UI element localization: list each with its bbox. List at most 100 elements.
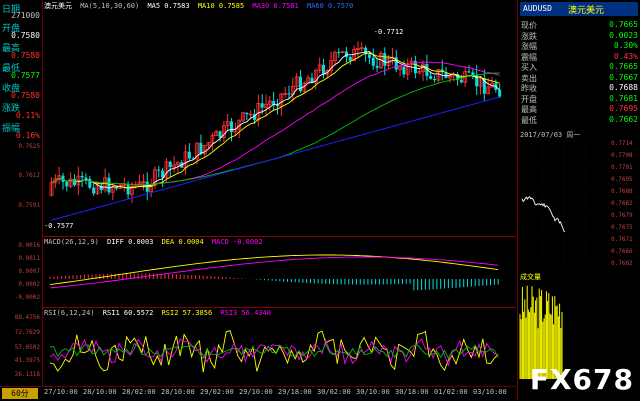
quote-row-label: 最低 <box>521 115 537 125</box>
candle-body <box>57 175 62 179</box>
mini-tick: 0.7682 <box>611 200 633 207</box>
mini-tick: 0.7714 <box>611 140 633 147</box>
diff-line <box>49 254 499 286</box>
candlestick-chart[interactable]: -0.7712 -0.7577 <box>42 10 516 236</box>
x-tick-label: 01/02:00 <box>434 388 468 396</box>
quote-row: 涨幅 0.30% <box>521 41 638 52</box>
low-marker: -0.7577 <box>44 222 74 230</box>
period-label: 日期 <box>2 5 21 15</box>
rsi1-line <box>49 330 499 373</box>
rsi1-readout: RSI1 60.5572 <box>102 309 154 317</box>
x-tick-label: 29/02:00 <box>200 388 234 396</box>
mini-tick: 0.7679 <box>611 212 633 219</box>
quote-row-value: 0.7681 <box>609 93 638 103</box>
quote-row-label: 开盘 <box>521 94 537 104</box>
intraday-minichart[interactable]: 0.7714 0.7708 0.7701 0.7695 0.7688 0.7682 0.76… <box>518 139 640 269</box>
candle-body <box>202 144 207 155</box>
close-value: 0.7580 <box>11 91 40 100</box>
quote-row-label: 震幅 <box>521 52 537 62</box>
ma10-line <box>51 52 500 189</box>
candle-body <box>276 105 279 107</box>
rsi-label: RSI(6,12,24) <box>44 309 95 317</box>
diff-readout: DIFF 0.0003 <box>107 238 154 246</box>
rsi-tick-2: 57.0502 <box>14 344 40 351</box>
quote-row: 最低 0.7662 <box>521 115 638 126</box>
candle-body <box>413 61 417 74</box>
open-label: 开盘 <box>2 24 21 34</box>
date-value: 271000 <box>11 11 40 20</box>
rsi3-readout: RSI3 56.4340 <box>220 309 271 317</box>
macd-tick-1: 0.0011 <box>18 255 40 262</box>
candle-body <box>49 182 54 196</box>
ma60-readout: MA60 0.7570 <box>306 2 354 10</box>
quote-row-value: 0.43% <box>613 51 638 61</box>
amplitude-value: 0.16% <box>15 131 40 140</box>
rsi-header: RSI(6,12,24) RSI1 60.5572 RSI2 57.3856 R… <box>44 309 271 317</box>
candle-body <box>141 181 146 184</box>
ma-long-line <box>51 96 500 221</box>
candle-body <box>359 47 364 50</box>
rsi-chart[interactable] <box>42 317 516 385</box>
candle-body <box>225 121 230 127</box>
divider <box>42 236 516 237</box>
candle-body <box>444 72 448 78</box>
candle-body <box>195 142 199 160</box>
quote-row-value: 0.7695 <box>609 104 638 113</box>
candle-body <box>218 131 222 138</box>
candle-body <box>313 69 318 84</box>
symbol-header: AUDUSD 澳元美元 <box>520 2 638 16</box>
candle-body <box>187 151 191 159</box>
x-tick-label: 28/10:00 <box>83 388 117 396</box>
quote-row: 昨收 0.7688 <box>521 83 638 94</box>
quote-row: 开盘 0.7681 <box>521 94 638 105</box>
candle-body <box>329 60 334 72</box>
candle-body <box>467 71 471 73</box>
x-tick-label: 03/10:00 <box>473 388 507 396</box>
candle-body <box>325 70 330 75</box>
quote-row-label: 卖出 <box>521 73 537 83</box>
candle-body <box>356 48 360 50</box>
mini-tick: 0.7701 <box>611 164 633 171</box>
x-tick-label: 30/02:00 <box>317 388 351 396</box>
x-tick-label: 28/10:00 <box>161 388 195 396</box>
low-value: 0.7577 <box>11 71 40 80</box>
low-label: 最低 <box>2 64 21 74</box>
macd-chart[interactable] <box>42 246 516 306</box>
candle-body <box>115 187 119 189</box>
mini-tick: 0.7662 <box>611 260 633 267</box>
macd-tick-3: 0.0002 <box>18 281 40 288</box>
quote-row-label: 昨收 <box>521 84 537 93</box>
candle-body <box>475 74 479 87</box>
mini-tick: 0.7695 <box>611 176 633 183</box>
candle-body <box>456 74 460 80</box>
candle-body <box>394 57 398 70</box>
candle-body <box>80 176 84 178</box>
mini-tick: 0.7708 <box>611 152 633 159</box>
candle-body <box>433 78 437 81</box>
candle-body <box>348 56 352 61</box>
quote-row-value: 0.7665 <box>609 20 638 29</box>
rsi2-readout: RSI2 57.3856 <box>161 309 213 317</box>
rsi-tick-3: 41.3975 <box>14 357 40 364</box>
candle-body <box>153 169 157 186</box>
x-tick-label: 29/10:00 <box>239 388 273 396</box>
quote-row-value: 0.7665 <box>609 62 638 71</box>
dea-readout: DEA 0.0004 <box>161 238 204 246</box>
candle-body <box>221 125 226 138</box>
fx678-watermark: FX678 <box>529 363 634 396</box>
candle-body <box>95 185 100 194</box>
candle-body <box>92 187 96 194</box>
candle-body <box>84 177 88 179</box>
macd-label: MACD(26,12,9) <box>44 238 99 246</box>
timeframe-button[interactable]: 60分 <box>2 388 38 399</box>
candle-body <box>417 71 422 74</box>
chart-area[interactable]: 澳元美元 MA(5,10,30,60) MA5 0.7583 MA10 0.75… <box>42 0 516 400</box>
macd-tick-4: -0.0002 <box>14 294 40 301</box>
high-label: 最高 <box>2 44 21 54</box>
x-tick-label: 29/18:00 <box>278 388 312 396</box>
quote-row-label: 涨跌 <box>521 31 537 41</box>
mini-tick: 0.7666 <box>611 248 633 255</box>
volume-label: 成交量 <box>520 273 541 281</box>
ma60-line <box>51 72 500 185</box>
candle-body <box>267 100 272 105</box>
